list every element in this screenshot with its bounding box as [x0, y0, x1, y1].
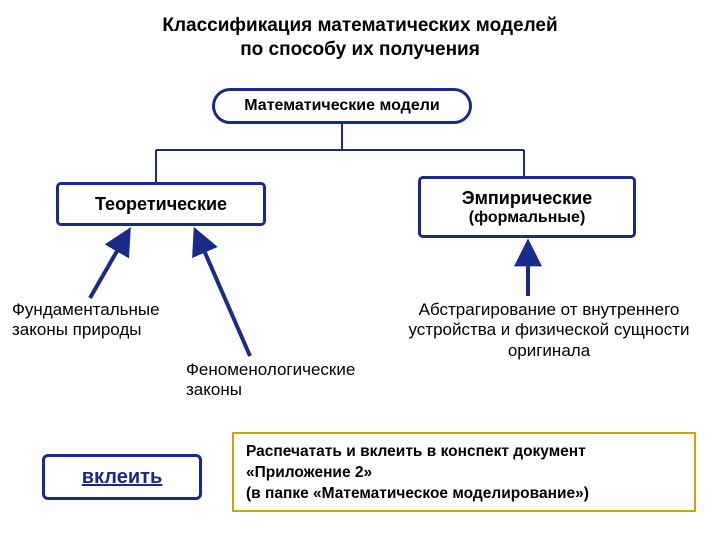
- leaf-fundamental: Фундаментальные законы природы: [12, 300, 192, 341]
- leaf-phenomenological: Феноменологические законы: [186, 360, 396, 401]
- note-line1: Распечатать и вклеить в конспект докумен…: [246, 442, 682, 463]
- root-node: Математические модели: [212, 88, 472, 124]
- title-line2: по способу их получения: [240, 39, 480, 60]
- leaf-abstraction: Абстрагирование от внутреннего устройств…: [394, 300, 704, 361]
- root-label: Математические модели: [244, 97, 439, 115]
- action-link[interactable]: вклеить: [82, 466, 163, 489]
- action-box[interactable]: вклеить: [42, 454, 202, 500]
- branch-right-node: Эмпирические (формальные): [418, 176, 636, 238]
- title-line1: Классификация математических моделей: [162, 15, 557, 36]
- branch-left-node: Теоретические: [56, 182, 266, 226]
- note-box: Распечатать и вклеить в конспект докумен…: [232, 432, 696, 512]
- branch-right-label: Эмпирические: [462, 188, 592, 209]
- diagram-title: Классификация математических моделей по …: [0, 14, 720, 62]
- note-line2: «Приложение 2»: [246, 463, 682, 484]
- branch-left-label: Теоретические: [95, 194, 227, 215]
- note-line3: (в папке «Математическое моделирование»): [246, 484, 682, 505]
- branch-right-sublabel: (формальные): [469, 209, 586, 227]
